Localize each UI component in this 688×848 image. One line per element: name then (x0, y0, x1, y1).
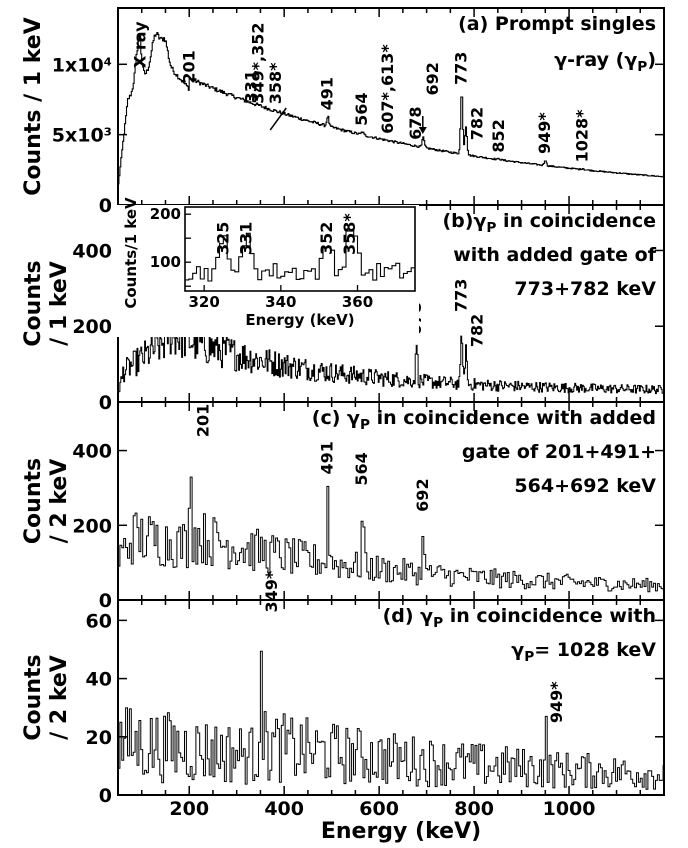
inset-plot: 320 340 360 100 200 Energy (keV) Counts/1 keV 3… (117, 197, 419, 337)
pointer-line (269, 107, 287, 131)
panel-title: with added gate of (453, 244, 656, 266)
peak-label: X ray (130, 21, 149, 68)
panel-title: (b)γP​ in coincidence (442, 210, 656, 236)
y-tick-label: 400 (72, 441, 112, 463)
peak-label: 852 (489, 119, 508, 152)
y-tick-label: 1x10⁴ (52, 54, 112, 76)
panel-d: 200 400 600 800 1000 0 20 40 60 Counts/ 2 keV (d) … (21, 570, 665, 844)
panel-title: gate of 201+491+ (462, 441, 656, 463)
panel-title: γP​= 1028 keV (511, 639, 656, 665)
inset-peak-label: 358* (340, 213, 359, 255)
panel-title: 773+782 keV (514, 278, 656, 300)
peak-label: 491 (317, 77, 336, 110)
inset-trace (185, 230, 415, 282)
peak-label: 949* (535, 112, 554, 154)
peak-label: 678 (406, 106, 425, 139)
y-tick-label: 400 (72, 240, 112, 262)
peak-label: 201 (180, 50, 199, 83)
spectrum-trace (118, 31, 665, 185)
y-tick-label: 0 (99, 195, 112, 217)
x-tick-label: 800 (454, 798, 494, 820)
x-axis-label: Energy (keV) (321, 819, 481, 844)
panel-title: (c) γP​ in coincidence with added (312, 407, 656, 433)
peak-label: 782 (468, 107, 487, 140)
spectrum-trace (118, 476, 664, 593)
peak-label: 692 (423, 62, 442, 95)
peak-label: 1028* (572, 109, 591, 163)
peak-label: 358* (266, 62, 285, 104)
y-tick-label: 0 (99, 392, 112, 414)
y-tick-label: 60 (86, 610, 112, 632)
panel-a: 0 5x10³ 1x10⁴ Counts / 1 keV (a) Prompt sing… (21, 7, 665, 217)
peak-label: 692 (413, 478, 432, 511)
inset-y-tick-label: 200 (150, 205, 181, 223)
inset-peak-label: 325 (213, 222, 232, 255)
peak-label: 201 (194, 404, 213, 437)
y-tick-label: 0 (99, 590, 112, 612)
peak-label: 607*,613* (378, 44, 397, 134)
x-tick-label: 1000 (543, 798, 596, 820)
inset-x-tick-label: 340 (265, 293, 296, 311)
panel-b: 0 200 400 Counts/ 1 keV (b)γP​ in coincidenc… (21, 197, 665, 414)
plot-frame (117, 599, 665, 796)
y-axis-label: / 2 keV (47, 459, 72, 544)
inset-frame (184, 206, 416, 292)
panel-title: (a) Prompt singles (458, 13, 656, 35)
arrow-icon (418, 127, 427, 134)
peak-label: 349* (262, 570, 281, 612)
y-axis-label: / 2 keV (47, 655, 72, 740)
inset-y-axis-label: Counts/1 keV (122, 197, 140, 309)
panel-title: (d) γP​ in coincidence with (383, 605, 656, 631)
peak-label: 949* (547, 681, 566, 723)
peak-label: 782 (468, 314, 487, 347)
peak-label: 349*,352 (248, 23, 267, 104)
y-tick-label: 40 (86, 669, 112, 691)
x-tick-label: 400 (264, 798, 304, 820)
peak-label: 564 (352, 92, 371, 125)
inset-peak-label: 352 (317, 222, 336, 255)
y-tick-label: 200 (72, 515, 112, 537)
peak-label: 564 (352, 452, 371, 485)
inset-y-tick-label: 100 (150, 253, 181, 271)
y-axis-label: Counts (21, 260, 46, 346)
peak-label: 773 (451, 52, 470, 85)
y-tick-label: 200 (72, 316, 112, 338)
y-axis-label: Counts (21, 458, 46, 544)
y-tick-label: 20 (86, 727, 112, 749)
y-axis-label: / 1 keV (47, 261, 72, 346)
peak-label: 491 (317, 441, 336, 474)
inset-x-tick-label: 320 (189, 293, 220, 311)
spectrum-trace (118, 309, 665, 395)
y-axis-label: Counts (21, 654, 46, 740)
panel-c: 0 200 400 Counts/ 2 keV (c) γP​ in coinciden… (21, 401, 665, 612)
panel-title: γ-ray (γP​) (554, 49, 656, 75)
x-tick-label: 600 (359, 798, 399, 820)
inset-x-tick-label: 360 (342, 293, 373, 311)
spectrum-trace (118, 650, 664, 790)
x-tick-label: 200 (169, 798, 209, 820)
y-axis-label: Counts / 1 keV (21, 17, 46, 196)
peak-label: 331 (241, 70, 260, 103)
y-tick-label: 0 (99, 785, 112, 807)
y-tick-label: 5x10³ (52, 125, 112, 147)
peak-label: 773 (451, 279, 470, 312)
inset-x-axis-label: Energy (keV) (245, 311, 354, 329)
inset-peak-label: 331 (236, 222, 255, 255)
panel-title: 564+692 keV (514, 475, 656, 497)
